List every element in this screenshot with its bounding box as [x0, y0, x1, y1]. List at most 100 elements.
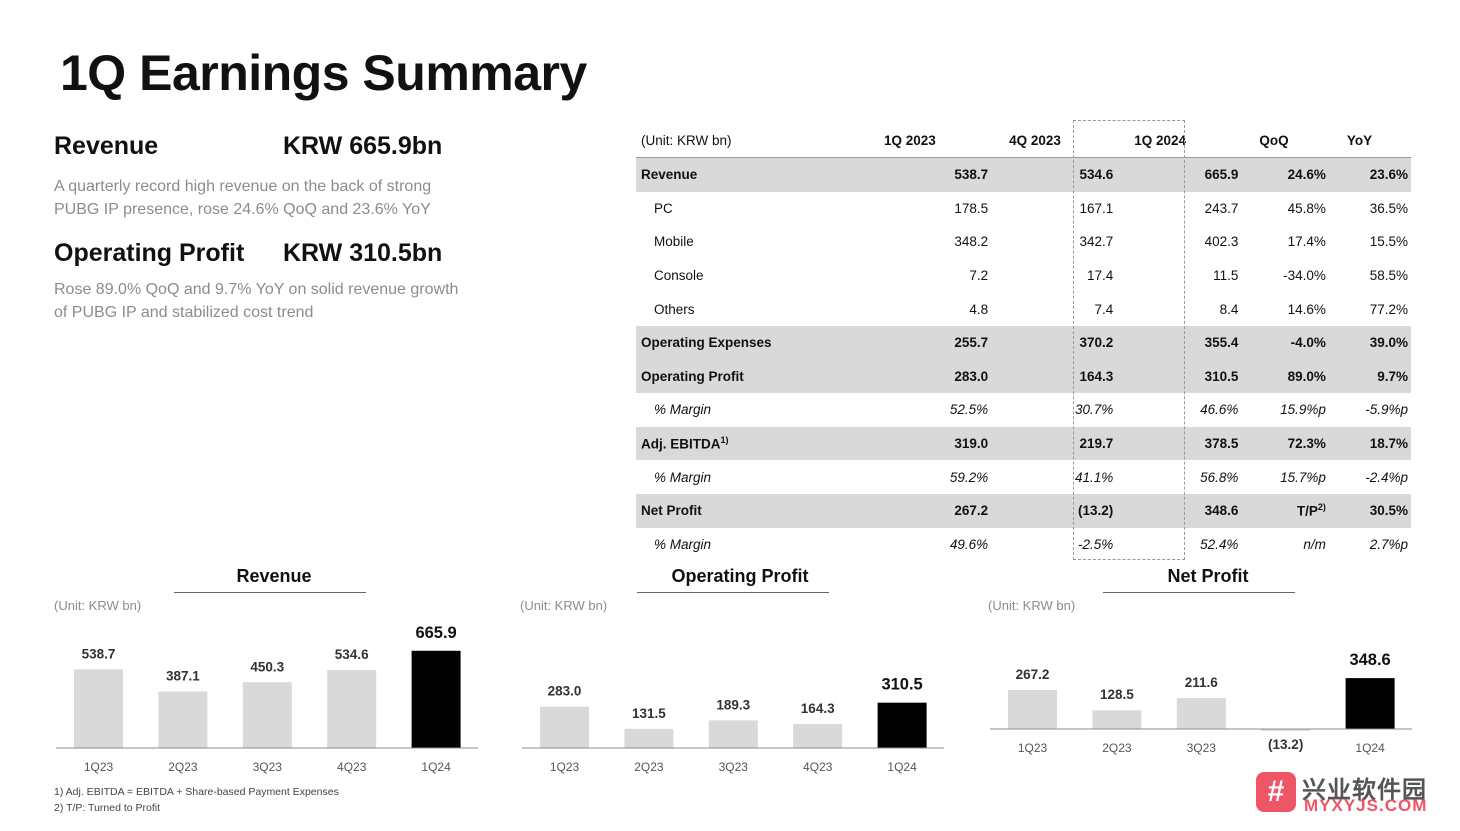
category-label-3Q23: 3Q23: [719, 760, 749, 774]
cell-value: 355.4: [1204, 335, 1239, 351]
category-label-3Q23: 3Q23: [1187, 741, 1217, 755]
table-cell: 77.2%: [1329, 292, 1411, 326]
table-row-net-profit: Net Profit 267.2 (13.2) 348.6 T/P2) 30.5%: [636, 493, 1411, 528]
cell-value: -4.0%: [1290, 335, 1326, 351]
table-cell: 310.5: [1116, 359, 1242, 394]
bar-2Q23: [624, 728, 674, 748]
table-cell: 52.4%: [1116, 528, 1241, 562]
cell-value: 52.5%: [949, 402, 989, 418]
table-cell: 378.5: [1116, 426, 1242, 461]
cell-value: 178.5: [954, 200, 989, 216]
cell-value: 665.9: [1204, 167, 1239, 183]
table-row-console: Console 7.2 17.4 11.5 -34.0% 58.5%: [636, 259, 1411, 293]
revenue-desc-line2: PUBG IP presence, rose 24.6% QoQ and 23.…: [54, 201, 431, 218]
data-label-1Q23: 538.7: [82, 646, 116, 661]
cell-value: 167.1: [1079, 200, 1114, 216]
row-label: Operating Profit: [636, 359, 866, 394]
table-cell: 355.4: [1116, 325, 1242, 360]
cell-value: 15.9%p: [1280, 402, 1326, 418]
cell-value: -5.9%p: [1365, 402, 1408, 418]
cell-value: -2.4%p: [1365, 469, 1408, 485]
table-row-np-margin: % Margin 49.6% -2.5% 52.4% n/m 2.7%p: [636, 528, 1411, 562]
row-label: % Margin: [636, 528, 866, 562]
table-cell: 4.8: [866, 292, 991, 326]
table-cell: 164.3: [991, 359, 1117, 394]
data-label-3Q23: 189.3: [716, 697, 750, 712]
table-header-row: (Unit: KRW bn) 1Q 2023 4Q 2023 1Q 2024 Q…: [636, 124, 1411, 158]
cell-value: 378.5: [1204, 436, 1239, 452]
table-cell: 665.9: [1116, 157, 1242, 192]
cell-value: 534.6: [1079, 167, 1114, 183]
data-label-4Q23: (13.2): [1268, 737, 1303, 752]
row-label-text: Others: [654, 301, 695, 317]
cell-value: 7.4: [1094, 301, 1114, 317]
cell-value: 219.7: [1079, 436, 1114, 452]
table-cell: 8.4: [1116, 292, 1241, 326]
cell-value: 15.7%p: [1280, 469, 1326, 485]
bar-chart-svg: 283.0 1Q23 131.5 2Q23 189.3 3Q23 164.3 4Q23 310.…: [522, 676, 944, 774]
bar-1Q24: [1345, 678, 1395, 729]
data-label-2Q23: 387.1: [166, 668, 200, 683]
table-cell: 17.4%: [1241, 225, 1328, 259]
hash-logo-icon: #: [1256, 772, 1296, 812]
data-label-4Q23: 534.6: [335, 647, 369, 662]
chart-title-underline: [637, 592, 829, 593]
table-cell: 36.5%: [1329, 192, 1411, 226]
category-label-1Q23: 1Q23: [1018, 741, 1048, 755]
operating-profit-description: Rose 89.0% QoQ and 9.7% YoY on solid rev…: [54, 278, 474, 324]
table-cell: 178.5: [866, 192, 991, 226]
cell-value: T/P: [1296, 503, 1318, 519]
row-label-text: Operating Profit: [641, 368, 744, 384]
row-label: Net Profit: [636, 493, 866, 528]
table-row-revenue: Revenue 538.7 534.6 665.9 24.6% 23.6%: [636, 157, 1411, 192]
table-cell: 52.5%: [866, 393, 991, 427]
cell-value: 58.5%: [1369, 268, 1408, 284]
table-cell: 30.7%: [991, 393, 1116, 427]
table-cell: 49.6%: [866, 528, 991, 562]
table-cell: 23.6%: [1328, 157, 1411, 192]
bar-3Q23: [1176, 698, 1226, 729]
cell-value: 14.6%: [1287, 301, 1326, 317]
footnote-marker: 2): [1317, 502, 1326, 513]
table-cell: 18.7%: [1328, 426, 1411, 461]
table-cell: 15.9%p: [1241, 393, 1328, 427]
cell-value: 7.2: [969, 268, 989, 284]
bar-chart-svg: 267.2 1Q23 128.5 2Q23 211.6 3Q23 (13.2) 348.6 1Q…: [990, 651, 1412, 755]
footnote-2: 2) T/P: Turned to Profit: [54, 802, 161, 814]
operating-profit-chart: Operating Profit (Unit: KRW bn) 283.0 1Q2…: [520, 562, 960, 782]
footnote-marker: 1): [720, 435, 729, 446]
table-cell: 267.2: [866, 493, 992, 528]
cell-value: 36.5%: [1369, 200, 1408, 216]
table-cell: 14.6%: [1241, 292, 1328, 326]
row-label-text: Operating Expenses: [641, 335, 772, 351]
table-row-operating-profit: Operating Profit 283.0 164.3 310.5 89.0% 9.7%: [636, 359, 1411, 394]
data-label-1Q23: 283.0: [548, 684, 582, 699]
cell-value: 8.4: [1219, 301, 1239, 317]
col-header-qoq: QoQ: [1259, 133, 1289, 148]
table-cell: 17.4: [991, 259, 1116, 293]
table-cell: 46.6%: [1116, 393, 1241, 427]
table-cell: -34.0%: [1241, 259, 1328, 293]
revenue-label: Revenue: [54, 132, 159, 160]
row-label-text: Console: [654, 268, 704, 284]
table-cell: -5.9%p: [1329, 393, 1411, 427]
data-label-2Q23: 128.5: [1100, 687, 1134, 702]
table-row-adj-ebitda: Adj. EBITDA1) 319.0 219.7 378.5 72.3% 18.7%: [636, 426, 1411, 461]
table-cell: 538.7: [866, 157, 992, 192]
bar-4Q23: [793, 724, 843, 748]
chart-unit: (Unit: KRW bn): [520, 598, 608, 613]
bar-2Q23: [1092, 710, 1142, 729]
table-cell: -4.0%: [1241, 325, 1329, 360]
revenue-value: KRW 665.9bn: [283, 132, 443, 160]
table-row-others: Others 4.8 7.4 8.4 14.6% 77.2%: [636, 292, 1411, 326]
cell-value: 402.3: [1204, 234, 1239, 250]
bar-1Q23: [74, 669, 123, 748]
cell-value: 17.4: [1087, 268, 1114, 284]
financial-summary-table: (Unit: KRW bn) 1Q 2023 4Q 2023 1Q 2024 Q…: [636, 124, 1411, 561]
table-cell: 370.2: [991, 325, 1117, 360]
row-label: % Margin: [636, 393, 866, 427]
row-label: Adj. EBITDA1): [636, 426, 866, 461]
col-header-yoy: YoY: [1346, 133, 1373, 148]
data-label-1Q23: 267.2: [1016, 667, 1050, 682]
data-label-1Q24: 310.5: [881, 676, 922, 694]
